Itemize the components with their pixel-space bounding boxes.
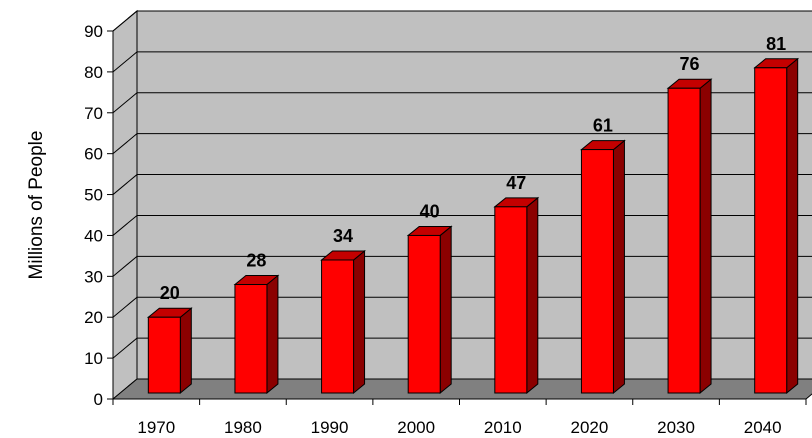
x-tick-label: 1980 bbox=[224, 418, 262, 437]
y-tick-label: 20 bbox=[84, 308, 103, 327]
bar-front bbox=[580, 149, 614, 394]
x-tick-label: 2020 bbox=[571, 418, 609, 437]
gridline bbox=[112, 133, 812, 155]
y-tick-label: 10 bbox=[84, 349, 103, 368]
y-tick-label: 30 bbox=[84, 267, 103, 286]
data-labels: 20 28 34 40 47 61 76 81 bbox=[160, 34, 786, 303]
bar-side bbox=[612, 139, 625, 395]
y-tick-label: 90 bbox=[84, 22, 103, 41]
data-label: 81 bbox=[766, 34, 786, 54]
bar bbox=[493, 196, 540, 395]
bar-side bbox=[699, 78, 712, 395]
data-label: 61 bbox=[593, 116, 613, 136]
x-tick-label: 2030 bbox=[657, 418, 695, 437]
bar-side bbox=[353, 249, 366, 395]
bar-side bbox=[786, 57, 799, 395]
data-label: 47 bbox=[506, 173, 526, 193]
y-tick-label: 70 bbox=[84, 104, 103, 123]
y-axis-title: Millions of People bbox=[26, 131, 47, 280]
data-label: 28 bbox=[246, 251, 266, 271]
bar-front bbox=[754, 67, 788, 394]
bar bbox=[753, 57, 800, 395]
bar bbox=[580, 139, 626, 395]
bar-front bbox=[321, 259, 355, 394]
bar-front bbox=[494, 206, 528, 394]
x-tick-label: 1990 bbox=[311, 418, 349, 437]
bar bbox=[146, 307, 193, 395]
data-label: 34 bbox=[333, 226, 353, 246]
x-tick-label: 2000 bbox=[397, 418, 435, 437]
bar-side bbox=[439, 225, 452, 395]
y-tick-label: 80 bbox=[84, 63, 103, 82]
x-tick-label: 1970 bbox=[137, 418, 175, 437]
x-tick-label: 2040 bbox=[744, 418, 782, 437]
x-tick-label: 2010 bbox=[484, 418, 522, 437]
y-tick-label: 50 bbox=[84, 186, 103, 205]
data-label: 76 bbox=[680, 54, 700, 74]
bar bbox=[233, 274, 280, 395]
data-label: 40 bbox=[420, 201, 440, 221]
bar bbox=[666, 78, 713, 395]
bar-front bbox=[234, 284, 268, 394]
bar-front bbox=[407, 234, 441, 394]
bar-side bbox=[266, 274, 279, 395]
gridline bbox=[112, 10, 812, 32]
bar-side bbox=[526, 196, 539, 395]
y-tick-label: 60 bbox=[84, 145, 103, 164]
bar-side bbox=[179, 307, 192, 395]
y-tick-label: 0 bbox=[94, 390, 103, 409]
gridline bbox=[112, 92, 812, 114]
gridline bbox=[112, 51, 812, 73]
bars bbox=[146, 57, 800, 395]
bar bbox=[320, 249, 366, 395]
bar bbox=[406, 225, 453, 395]
data-label: 20 bbox=[160, 283, 180, 303]
bar-front bbox=[147, 316, 181, 394]
bar-front bbox=[667, 87, 701, 394]
y-tick-label: 40 bbox=[84, 226, 103, 245]
